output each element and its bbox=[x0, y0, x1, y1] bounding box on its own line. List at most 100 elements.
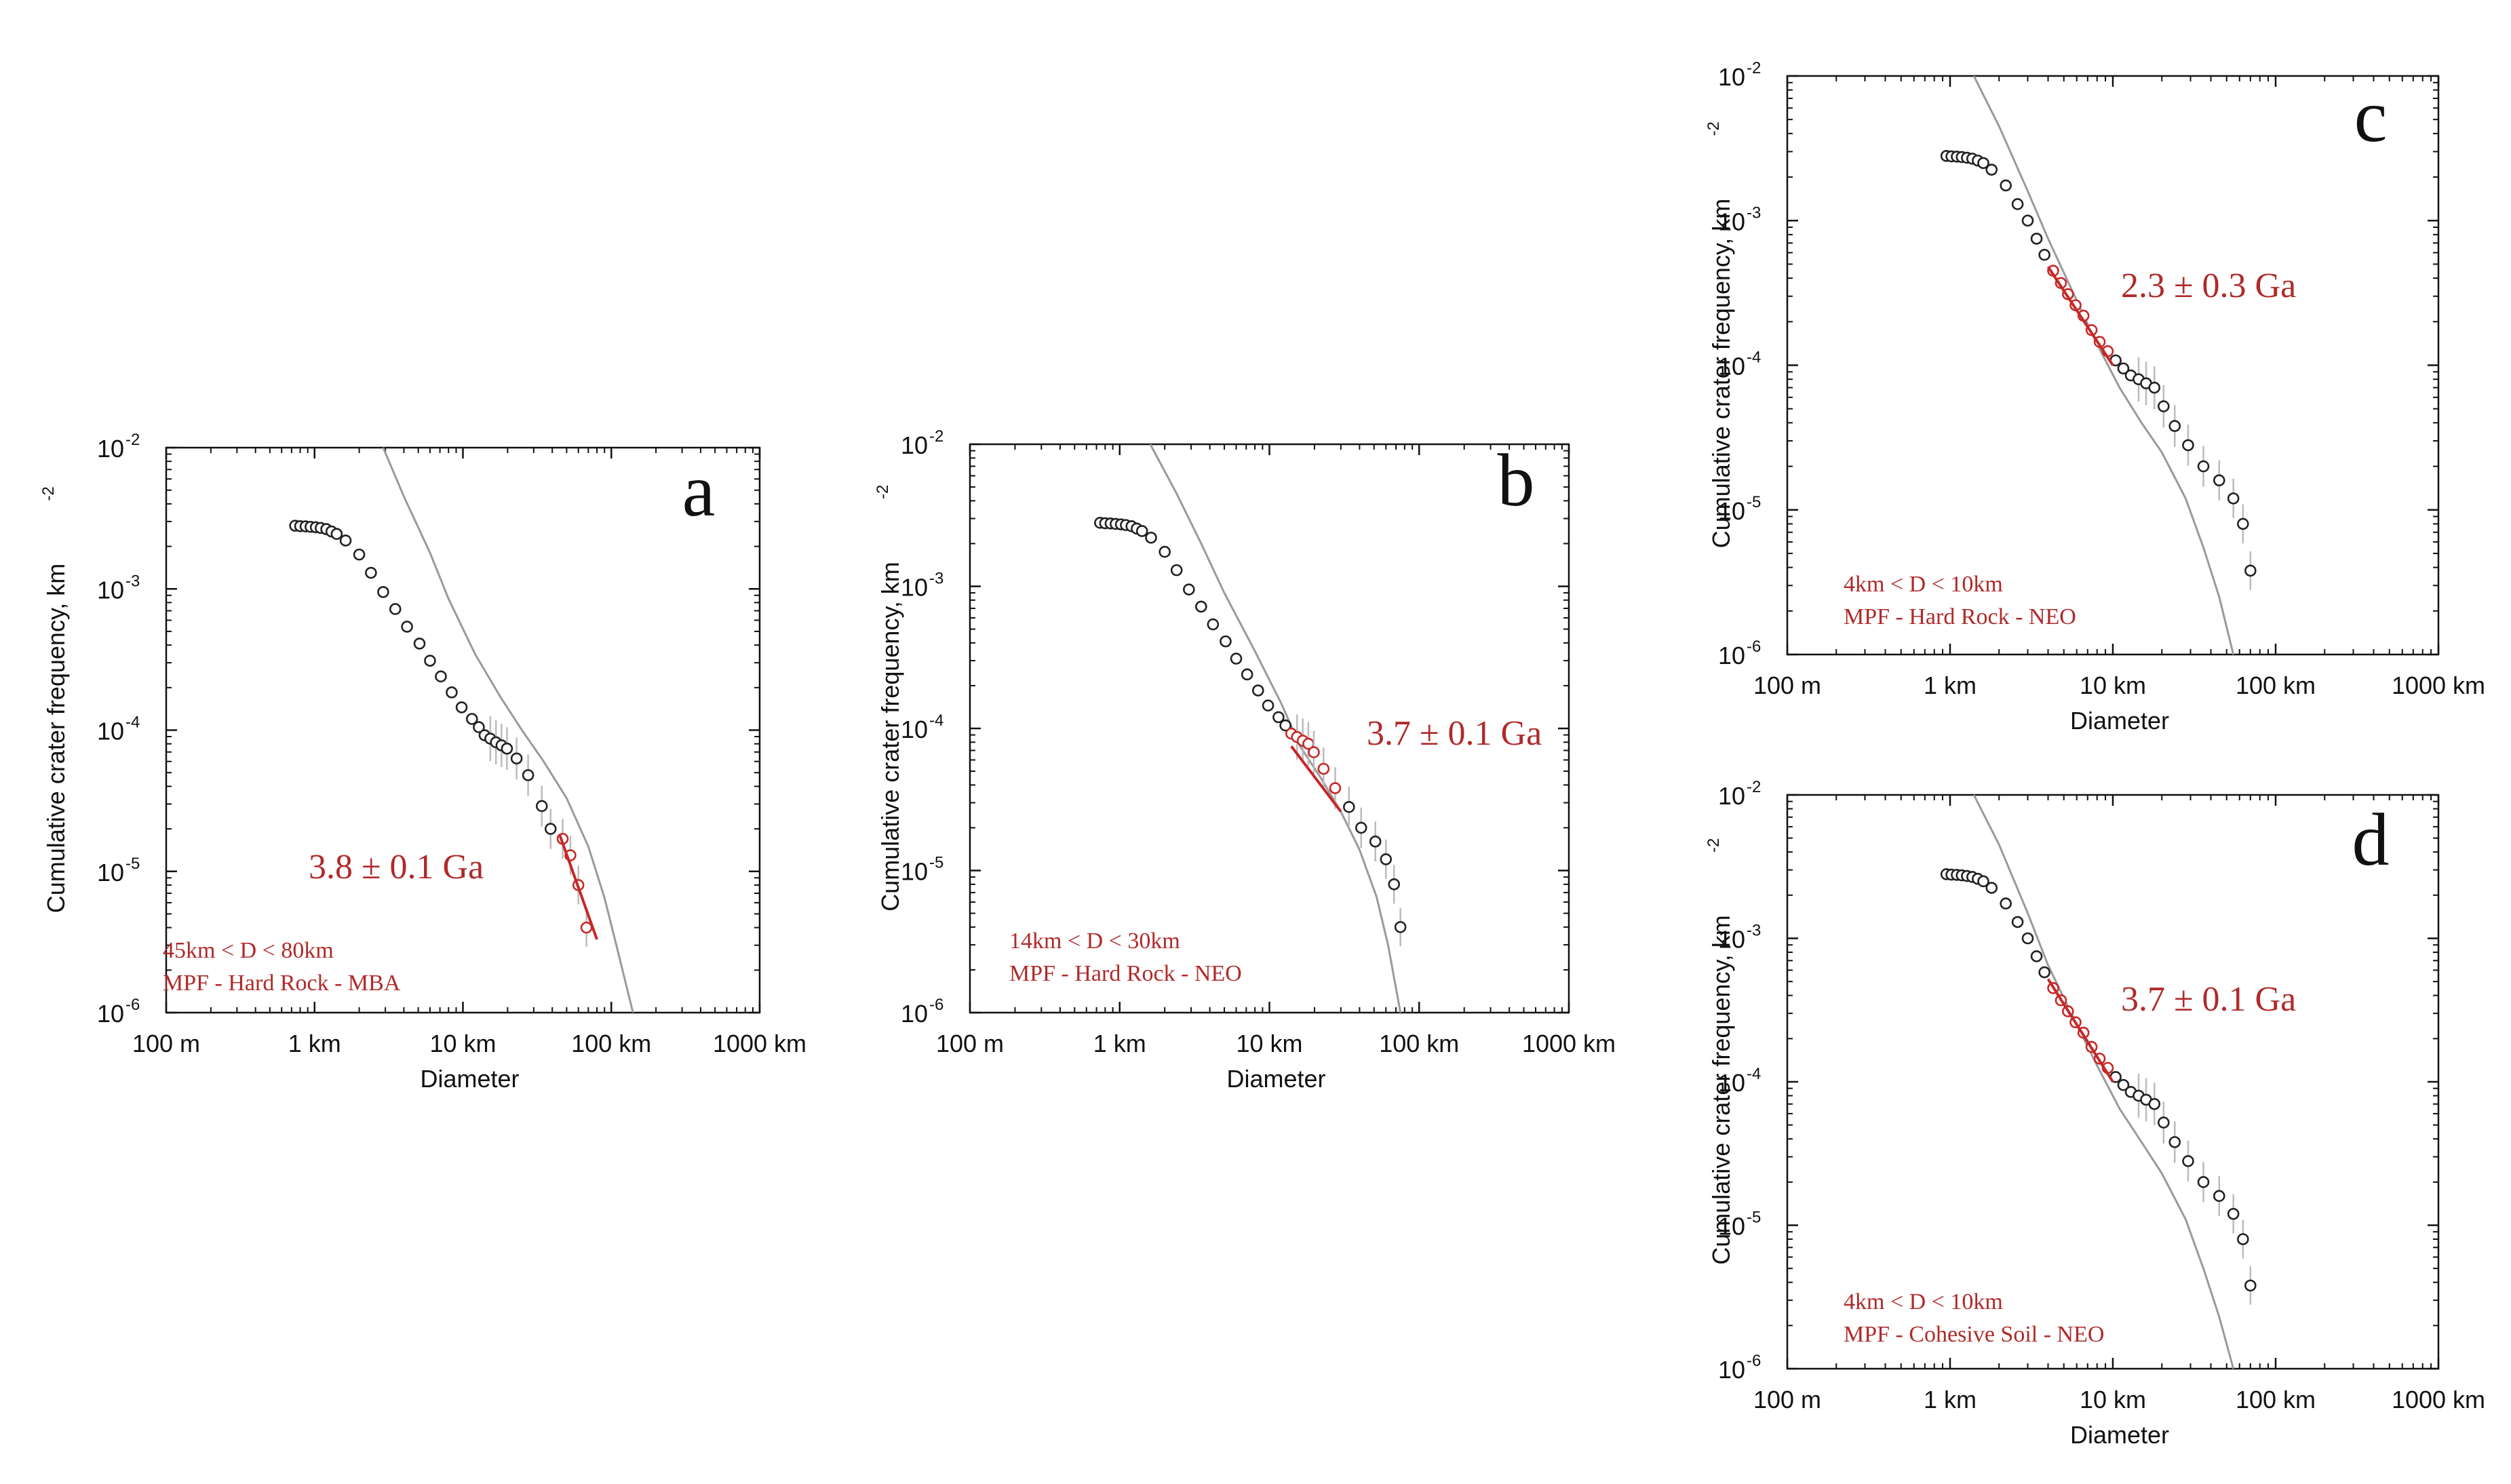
isochron-fit-line bbox=[1290, 745, 1342, 813]
y-axis-title-group: Cumulative crater frequency, km -2 bbox=[1705, 838, 1735, 1265]
data-point bbox=[2244, 1279, 2257, 1292]
data-point bbox=[2000, 897, 2012, 910]
model-age-label: 3.8 ± 0.1 Ga bbox=[309, 848, 484, 886]
data-point bbox=[1251, 684, 1264, 697]
y-axis-title: Cumulative crater frequency, km bbox=[1707, 199, 1735, 549]
data-point bbox=[510, 752, 523, 765]
x-tick-label: 10 km bbox=[2080, 1386, 2146, 1413]
y-tick-exponent: -3 bbox=[929, 570, 943, 588]
y-tick-label: 10 bbox=[1718, 353, 1745, 380]
data-point bbox=[1170, 564, 1183, 577]
y-tick-label: 10 bbox=[97, 718, 124, 745]
data-point bbox=[1977, 157, 1989, 170]
y-axis-title-group: Cumulative crater frequency, km -2 bbox=[39, 486, 70, 913]
data-point bbox=[1985, 163, 1998, 176]
data-point bbox=[1220, 635, 1232, 648]
data-point bbox=[1317, 762, 1330, 775]
data-point bbox=[401, 621, 413, 633]
y-tick-label: 10 bbox=[901, 431, 928, 459]
data-point bbox=[2244, 564, 2257, 577]
fit-annotation: MPF - Hard Rock - NEO bbox=[1844, 604, 2076, 629]
data-point bbox=[1272, 711, 1285, 724]
data-point bbox=[2011, 916, 2024, 929]
y-tick-exponent: -2 bbox=[1747, 59, 1761, 77]
x-tick-label: 100 m bbox=[132, 1030, 200, 1057]
data-point bbox=[1279, 719, 1291, 732]
y-tick-exponent: -6 bbox=[125, 996, 140, 1014]
data-point bbox=[1355, 821, 1367, 834]
y-tick-label: 10 bbox=[97, 435, 124, 463]
data-point bbox=[2182, 439, 2194, 452]
data-point bbox=[2197, 1176, 2210, 1188]
isochron-fit-line bbox=[558, 834, 598, 940]
data-point bbox=[2038, 248, 2050, 261]
data-point bbox=[1159, 545, 1171, 558]
x-tick-label: 1000 km bbox=[1522, 1030, 1616, 1057]
y-tick-exponent: -4 bbox=[1747, 1065, 1761, 1083]
y-tick-exponent: -3 bbox=[125, 572, 140, 590]
fit-annotation: 14km < D < 30km bbox=[1009, 929, 1180, 954]
data-point bbox=[2148, 1097, 2161, 1110]
data-point bbox=[2030, 233, 2043, 245]
y-tick-label: 10 bbox=[97, 859, 124, 886]
data-point bbox=[330, 528, 343, 541]
production-curve bbox=[382, 447, 634, 1013]
data-point bbox=[1380, 853, 1393, 865]
data-point bbox=[1394, 921, 1407, 933]
y-tick-label: 10 bbox=[901, 858, 928, 886]
panel-letter: a bbox=[682, 449, 716, 532]
data-point bbox=[2197, 460, 2210, 473]
data-point bbox=[2227, 492, 2240, 505]
y-tick-label: 10 bbox=[1718, 63, 1745, 91]
data-point bbox=[365, 566, 377, 579]
y-tick-exponent: -4 bbox=[929, 711, 943, 730]
y-tick-label: 10 bbox=[1718, 1356, 1745, 1384]
data-point bbox=[2158, 400, 2170, 412]
y-tick-exponent: -5 bbox=[1747, 1209, 1761, 1227]
x-tick-label: 1000 km bbox=[2392, 1386, 2485, 1413]
data-point bbox=[1388, 878, 1401, 891]
isochron-fit-line bbox=[2046, 266, 2114, 366]
x-tick-label: 1 km bbox=[1924, 1386, 1977, 1413]
x-tick-label: 100 km bbox=[2236, 671, 2316, 699]
y-tick-label: 10 bbox=[1718, 1069, 1745, 1097]
production-curve bbox=[1149, 444, 1402, 1013]
y-axis-title-exponent: -2 bbox=[1705, 838, 1723, 853]
y-tick-exponent: -2 bbox=[929, 427, 943, 446]
data-point bbox=[2000, 179, 2012, 192]
y-axis-title-group: Cumulative crater frequency, km -2 bbox=[874, 485, 904, 912]
data-point bbox=[501, 742, 513, 755]
data-point bbox=[1230, 652, 1243, 665]
y-tick-label: 10 bbox=[901, 1000, 928, 1028]
y-axis-title: Cumulative crater frequency, km bbox=[876, 562, 904, 912]
isochron-fit-line bbox=[2046, 978, 2114, 1083]
x-tick-label: 1 km bbox=[288, 1030, 341, 1057]
data-point bbox=[2227, 1207, 2240, 1220]
y-tick-exponent: -4 bbox=[125, 714, 140, 732]
y-tick-label: 10 bbox=[901, 716, 928, 743]
fit-annotation: MPF - Hard Rock - NEO bbox=[1009, 961, 1242, 986]
data-point bbox=[2213, 1190, 2225, 1203]
data-point bbox=[424, 655, 436, 667]
y-tick-exponent: -6 bbox=[1747, 638, 1761, 656]
y-axis-title: Cumulative crater frequency, km bbox=[42, 564, 70, 914]
data-point bbox=[2158, 1116, 2170, 1129]
x-tick-label: 100 km bbox=[2236, 1386, 2316, 1413]
y-axis-title-exponent: -2 bbox=[39, 486, 58, 501]
y-axis-title-exponent: -2 bbox=[1705, 121, 1723, 136]
data-point bbox=[2213, 474, 2225, 487]
y-axis-title-exponent: -2 bbox=[874, 485, 892, 499]
data-point bbox=[1183, 583, 1195, 595]
production-curve bbox=[1972, 75, 2235, 655]
data-point bbox=[2237, 518, 2249, 530]
x-tick-label: 10 km bbox=[1236, 1030, 1302, 1057]
y-tick-exponent: -3 bbox=[1747, 203, 1761, 222]
x-tick-label: 100 m bbox=[1753, 671, 1821, 699]
y-tick-exponent: -2 bbox=[1747, 778, 1761, 796]
x-tick-label: 100 m bbox=[936, 1030, 1004, 1057]
data-point bbox=[535, 800, 548, 813]
